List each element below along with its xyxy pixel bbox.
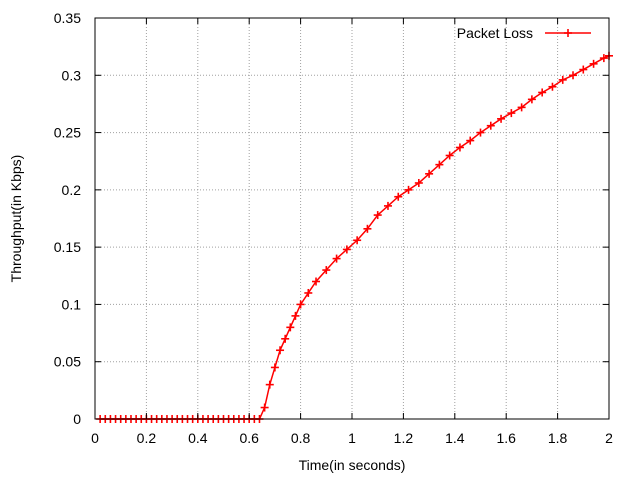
data-point [304,288,313,297]
data-point [276,346,285,355]
data-point [286,323,295,332]
y-tick-label: 0.35 [54,10,81,26]
y-tick-label: 0.25 [54,125,81,141]
data-point [435,160,444,169]
x-tick-label: 0.8 [291,430,311,446]
y-tick-label: 0.15 [54,239,81,255]
data-point [527,95,536,104]
legend-plus-marker [564,29,572,37]
y-tick-label: 0 [73,411,81,427]
y-tick-label: 0.1 [62,296,82,312]
data-point [296,300,305,309]
axis-ticks [94,17,610,420]
x-tick-label: 0.4 [188,430,208,446]
x-tick-label: 2 [605,430,613,446]
y-tick-label: 0.3 [62,67,82,83]
data-point [332,254,341,263]
data-point [517,103,526,112]
data-point [394,192,403,201]
data-point [445,151,454,160]
y-tick-labels: 0 0.05 0.1 0.15 0.2 0.25 0.3 0.35 [54,10,81,427]
x-tick-label: 0.6 [239,430,259,446]
data-point [579,65,588,74]
series-layer [96,51,613,423]
data-point [281,334,290,343]
data-point [455,143,464,152]
y-tick-label: 0.05 [54,354,81,370]
x-tick-label: 0.2 [137,430,157,446]
data-point [353,236,362,245]
data-point [404,185,413,194]
data-point [291,311,300,320]
x-axis-title: Time(in seconds) [299,457,406,473]
x-tick-label: 1.8 [548,430,568,446]
data-point [497,114,506,123]
data-point [538,88,547,97]
data-point [373,211,382,220]
data-point [260,403,269,412]
data-point [312,277,321,286]
data-point [599,54,608,63]
data-point [589,59,598,68]
series-line [100,55,610,420]
data-point [476,128,485,137]
legend-marker-sample [564,29,572,37]
x-tick-label: 1 [348,430,356,446]
x-tick-label: 1.2 [394,430,414,446]
data-point [558,75,567,84]
data-point [270,363,279,372]
data-point [569,71,578,80]
x-tick-labels: 0 0.2 0.4 0.6 0.8 1 1.2 1.4 1.6 1.8 2 [91,430,613,446]
data-point [383,201,392,210]
legend-label: Packet Loss [457,25,533,41]
data-point [322,266,331,275]
data-point [363,224,372,233]
data-point [466,136,475,145]
data-point [265,380,274,389]
data-point [486,121,495,130]
grid-lines [95,18,609,419]
data-point [548,82,557,91]
legend: Packet Loss [457,25,591,41]
data-point [342,245,351,254]
data-point [414,178,423,187]
y-axis-title: Throughput(in Kbps) [8,155,24,283]
x-tick-label: 1.4 [445,430,465,446]
y-tick-label: 0.2 [62,182,82,198]
x-tick-label: 0 [91,430,99,446]
data-point [425,169,434,178]
x-tick-label: 1.6 [496,430,516,446]
data-point [507,109,516,118]
